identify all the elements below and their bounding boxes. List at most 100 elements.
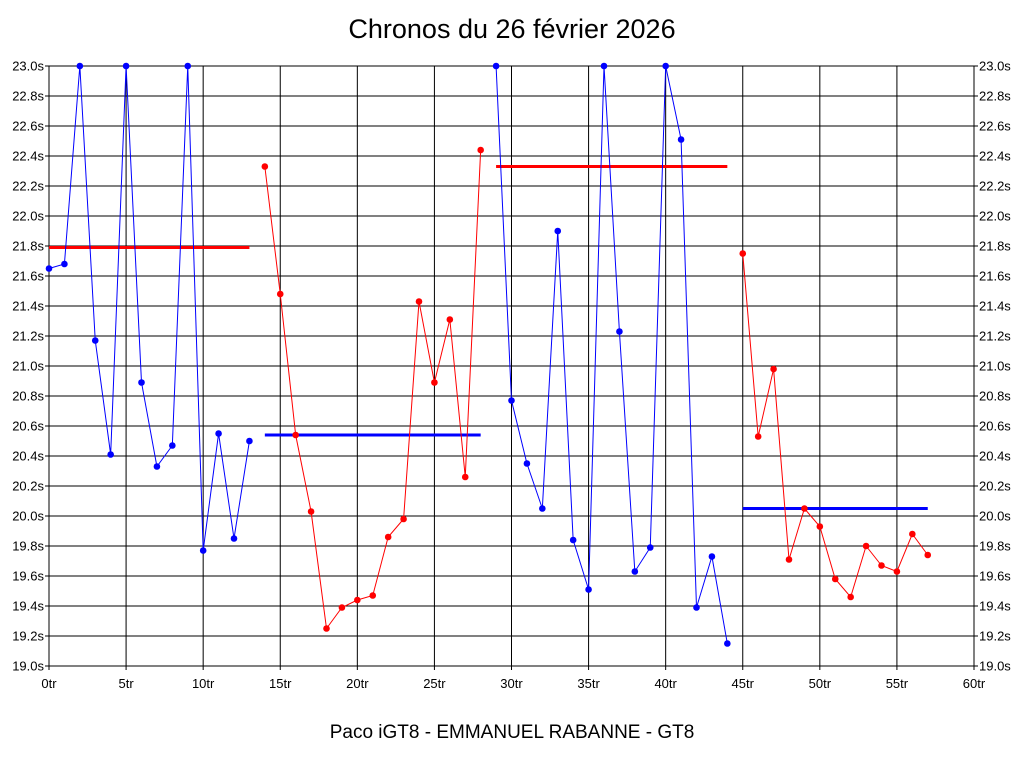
data-point <box>539 505 546 512</box>
data-point <box>754 433 762 440</box>
average-lines <box>49 165 928 510</box>
data-point <box>554 227 562 235</box>
y-axis-ticks: 19.0s 19.0s 19.2s 19.2s 19.4s 19.4s 19.6s 19.6s… <box>12 59 1011 674</box>
data-point <box>107 451 114 458</box>
data-point <box>307 508 315 515</box>
data-point <box>91 337 99 344</box>
data-point <box>323 625 330 632</box>
y-tick-label-right: 19.6s <box>979 569 1011 584</box>
data-point <box>446 316 454 323</box>
data-point <box>169 442 176 449</box>
data-point <box>400 515 407 523</box>
y-tick-label-left: 20.4s <box>12 449 44 464</box>
data-point <box>801 505 808 512</box>
data-point <box>646 544 654 551</box>
series-line <box>742 253 929 599</box>
y-tick-label-left: 21.0s <box>12 359 44 374</box>
data-point <box>847 593 854 601</box>
data-point <box>292 431 299 439</box>
y-tick-label-right: 19.4s <box>979 599 1011 614</box>
data-point <box>246 437 253 445</box>
y-tick-label-left: 19.6s <box>12 569 44 584</box>
y-tick-label-left: 20.8s <box>12 389 44 404</box>
y-tick-label-left: 19.4s <box>12 599 44 614</box>
data-point <box>138 379 145 386</box>
chart-subtitle: Paco iGT8 - EMMANUEL RABANNE - GT8 <box>329 722 695 743</box>
data-point <box>662 62 669 70</box>
data-point <box>893 568 901 575</box>
data-point <box>369 592 377 599</box>
x-tick-label: 60tr <box>963 676 986 691</box>
series-3 <box>492 62 731 647</box>
y-tick-label-right: 22.6s <box>979 119 1011 134</box>
y-tick-label-right: 20.6s <box>979 419 1011 434</box>
y-tick-label-right: 20.8s <box>979 389 1011 404</box>
series-1 <box>45 62 253 554</box>
y-tick-label-left: 22.2s <box>12 179 44 194</box>
data-point <box>276 290 284 298</box>
data-point <box>477 146 484 154</box>
data-point <box>878 562 885 569</box>
y-tick-label-left: 19.0s <box>12 659 44 674</box>
data-point <box>45 265 53 272</box>
data-point <box>461 473 469 481</box>
y-tick-label-left: 22.8s <box>12 89 44 104</box>
data-point <box>261 163 269 170</box>
data-point <box>909 530 916 538</box>
data-point <box>431 379 438 386</box>
data-point <box>492 62 500 70</box>
data-point <box>831 575 839 583</box>
plot-frame <box>48 65 975 667</box>
chart-title: Chronos du 26 février 2026 <box>348 14 676 44</box>
data-point <box>708 553 716 560</box>
x-tick-label: 0tr <box>41 676 57 691</box>
series-line <box>264 149 482 630</box>
data-point <box>600 62 608 70</box>
data-point <box>61 260 68 268</box>
data-point <box>122 62 130 70</box>
data-point <box>523 460 531 467</box>
y-tick-label-left: 22.4s <box>12 149 44 164</box>
y-tick-label-left: 20.6s <box>12 419 44 434</box>
y-tick-label-left: 22.6s <box>12 119 44 134</box>
y-tick-label-right: 19.0s <box>979 659 1011 674</box>
x-tick-label: 5tr <box>118 676 134 691</box>
y-tick-label-left: 23.0s <box>12 59 44 74</box>
data-point <box>616 328 623 335</box>
y-tick-label-right: 22.4s <box>979 149 1011 164</box>
y-tick-label-left: 20.0s <box>12 509 44 524</box>
x-tick-label: 10tr <box>192 676 215 691</box>
x-tick-label: 15tr <box>269 676 292 691</box>
data-point <box>924 551 932 559</box>
y-tick-label-left: 20.2s <box>12 479 44 494</box>
data-point <box>415 298 423 305</box>
y-tick-label-right: 20.4s <box>979 449 1011 464</box>
y-tick-label-right: 20.2s <box>979 479 1011 494</box>
data-point <box>153 463 161 470</box>
y-tick-label-left: 19.8s <box>12 539 44 554</box>
x-tick-label: 40tr <box>654 676 677 691</box>
series-line <box>48 65 250 551</box>
x-axis-ticks: 0tr 5tr 10tr 15tr 20tr 25tr 30tr 35tr 40tr 45tr 50… <box>41 676 985 691</box>
data-point <box>785 556 793 563</box>
data-point <box>724 640 731 647</box>
data-point <box>199 547 207 554</box>
data-point <box>230 535 238 542</box>
x-tick-label: 35tr <box>577 676 600 691</box>
x-tick-label: 50tr <box>809 676 832 691</box>
y-tick-label-left: 21.4s <box>12 299 44 314</box>
data-point <box>76 62 84 70</box>
series-lines <box>45 62 932 647</box>
y-tick-label-right: 22.8s <box>979 89 1011 104</box>
data-point <box>585 586 592 593</box>
y-tick-label-left: 19.2s <box>12 629 44 644</box>
x-tick-label: 30tr <box>500 676 523 691</box>
data-point <box>739 250 747 257</box>
data-point <box>770 365 777 373</box>
data-point <box>569 536 577 544</box>
data-point <box>508 397 515 404</box>
series-line <box>495 65 728 644</box>
data-point <box>677 136 685 143</box>
y-tick-label-left: 21.8s <box>12 239 44 254</box>
